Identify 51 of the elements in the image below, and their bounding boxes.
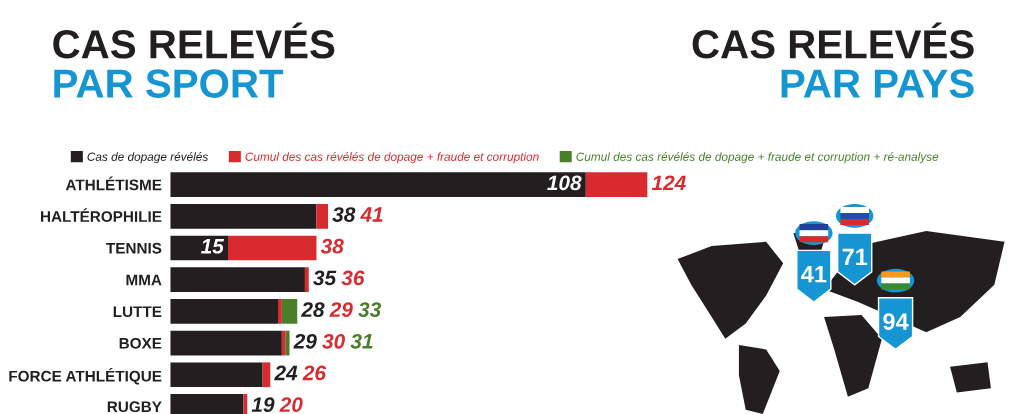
- data-label: 15: [200, 239, 225, 254]
- data-label: 24: [274, 365, 298, 381]
- data-label: 108: [547, 175, 582, 191]
- text: 71: [842, 248, 868, 266]
- bar: [304, 267, 309, 293]
- y-tick-label: HALTÉROPHILIE: [41, 208, 162, 222]
- text: CAS RELEVÉS: [692, 22, 974, 59]
- bar: [170, 299, 278, 324]
- bar: [170, 267, 305, 293]
- y-tick-label: FORCE ATHLÉTIQUE: [9, 367, 162, 385]
- annotation: 124: [651, 175, 686, 190]
- text: PAR PAYS: [781, 69, 974, 98]
- bar: [170, 203, 317, 229]
- y-tick-label: LUTTE: [113, 306, 162, 318]
- bar: [585, 172, 648, 197]
- bar: [278, 299, 282, 324]
- annotation: 20: [279, 397, 303, 413]
- bar: [285, 330, 290, 356]
- annotation: 41: [360, 207, 383, 222]
- bar: [281, 299, 298, 324]
- annotation: 30: [322, 333, 346, 349]
- y-tick-label: BOXE: [119, 337, 162, 349]
- annotation: 38: [332, 207, 356, 222]
- data-label: 38: [320, 238, 344, 254]
- bar: [170, 330, 282, 356]
- annotation: 29: [329, 302, 353, 317]
- y-tick-label: TENNIS: [106, 242, 162, 254]
- bar: [262, 362, 271, 388]
- data-label: 28: [301, 302, 325, 317]
- annotation: 36: [341, 270, 365, 286]
- annotation: 31: [350, 333, 373, 349]
- legend-label: Cumul des cas révélés de dopage + fraude et corruption: [245, 152, 539, 164]
- y-tick-label: ATHLÉTISME: [65, 176, 162, 191]
- bar: [316, 203, 329, 229]
- chart-title: CAS RELEVÉS: [53, 22, 335, 59]
- y-tick-label: RUGBY: [107, 401, 162, 413]
- legend-label: Cas de dopage révélés: [87, 152, 209, 164]
- bar: [227, 235, 317, 261]
- legend-label: Cumul des cas révélés de dopage + fraude et corruption + ré-analyse: [576, 152, 939, 164]
- bar: [170, 362, 263, 388]
- annotation: 26: [302, 365, 327, 381]
- y-tick-label: MMA: [126, 274, 162, 286]
- data-label: 19: [251, 397, 275, 413]
- data-label: 35: [313, 270, 337, 286]
- chart-subtitle: PAR SPORT: [54, 69, 284, 98]
- bar: [170, 172, 586, 197]
- text: 41: [801, 266, 827, 283]
- text: 94: [883, 313, 909, 330]
- bar: [281, 330, 286, 356]
- annotation: 33: [358, 302, 382, 317]
- data-label: 29: [293, 333, 317, 349]
